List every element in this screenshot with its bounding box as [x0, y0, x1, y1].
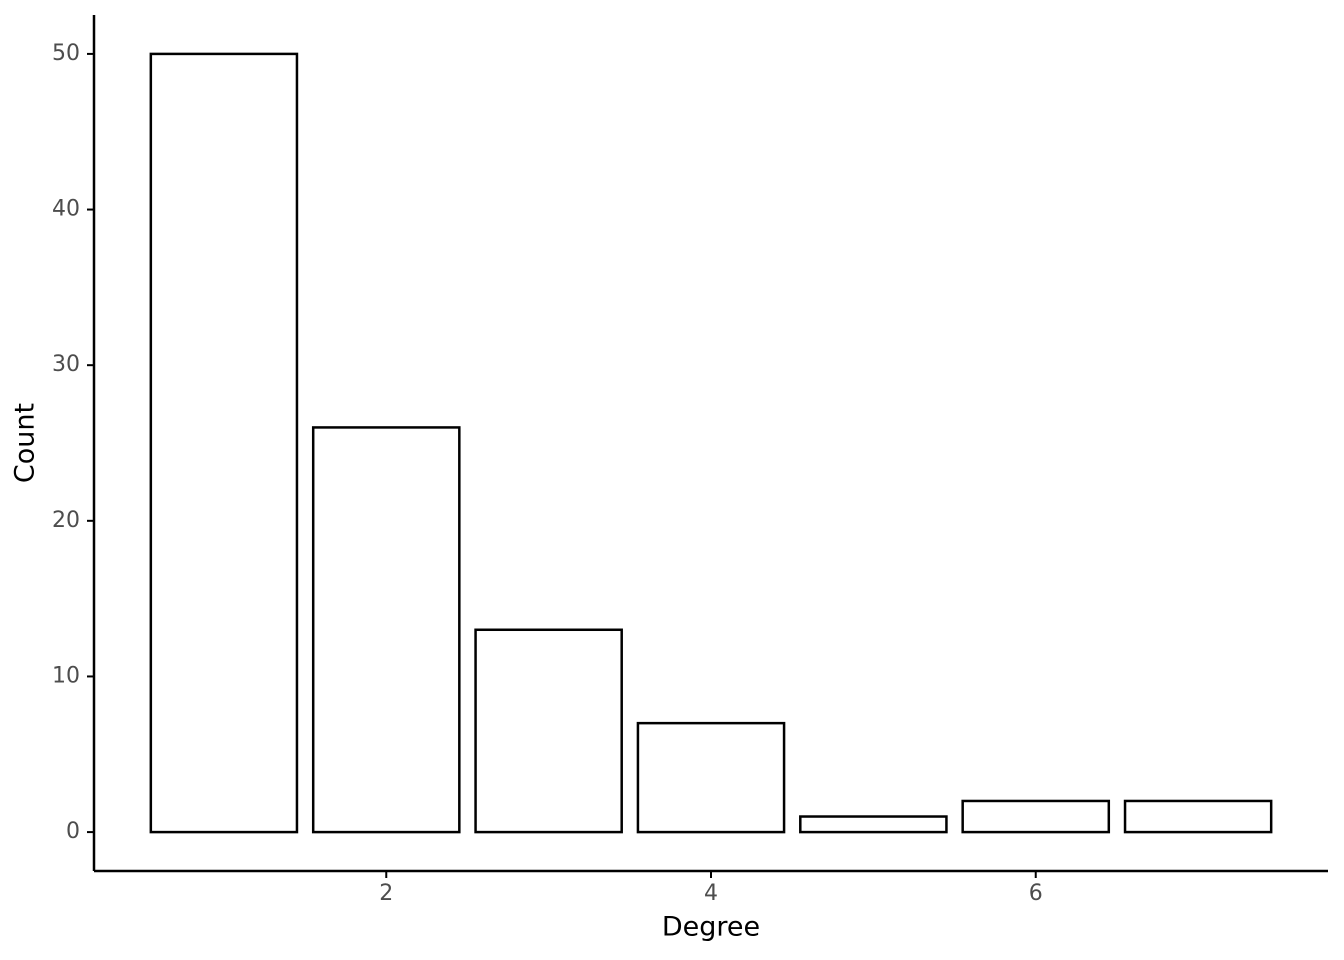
y-tick-label: 20	[52, 508, 80, 533]
bar	[474, 628, 623, 834]
bar	[636, 721, 786, 834]
x-axis-title: Degree	[662, 912, 760, 943]
x-tick-label: 6	[1029, 881, 1043, 906]
bar	[1123, 799, 1273, 834]
bar	[149, 52, 299, 834]
bar	[961, 799, 1111, 834]
y-tick-label: 40	[52, 197, 80, 222]
y-tick-label: 30	[52, 352, 80, 377]
x-tick-label: 2	[379, 881, 393, 906]
y-axis-title: Count	[10, 403, 41, 483]
y-tick-label: 50	[52, 41, 80, 66]
x-tick-label: 4	[704, 881, 718, 906]
bar	[311, 426, 461, 834]
bar	[799, 815, 948, 834]
y-tick-label: 0	[66, 819, 80, 844]
y-tick-label: 10	[52, 663, 80, 688]
